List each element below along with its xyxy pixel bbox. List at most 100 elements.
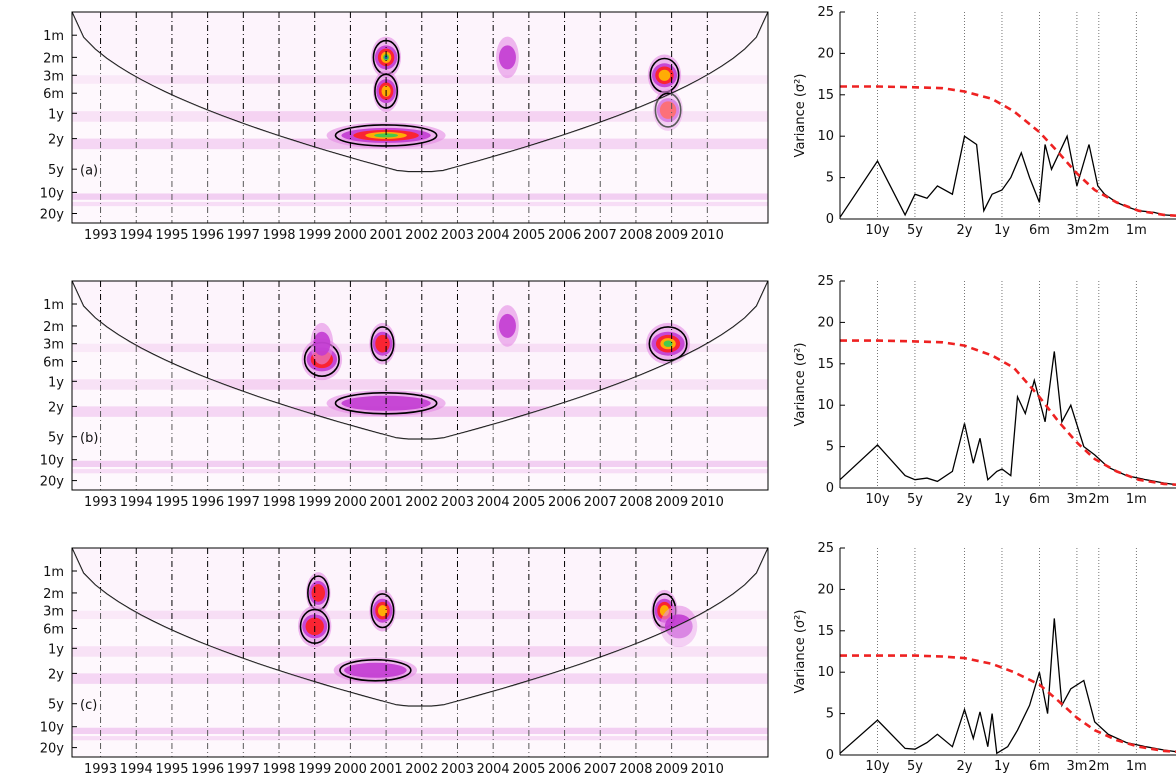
period-tick-label: 1m: [1126, 492, 1147, 507]
x-tick-label: 2007: [584, 762, 617, 773]
x-tick-label: 1993: [84, 762, 117, 773]
period-tick-label: 2m: [1088, 492, 1109, 507]
variance-tick-label: 10: [817, 398, 834, 413]
x-tick-label: 2009: [655, 762, 688, 773]
x-tick-label: 1995: [155, 495, 188, 510]
x-tick-label: 2010: [691, 495, 724, 510]
power-blob: [375, 334, 390, 353]
x-tick-label: 1993: [84, 495, 117, 510]
period-tick-label: 3m: [1066, 759, 1087, 773]
x-tick-label: 1996: [191, 228, 224, 243]
x-tick-label: 1994: [120, 495, 153, 510]
period-tick-label: 3m: [1066, 223, 1087, 238]
x-tick-label: 2006: [548, 762, 581, 773]
power-blob: [344, 662, 407, 678]
x-tick-label: 2005: [512, 762, 545, 773]
period-tick-label: 6m: [1029, 759, 1050, 773]
heat-frame: [71, 11, 769, 224]
x-tick-label: 2008: [619, 762, 652, 773]
x-tick-label: 2001: [370, 495, 403, 510]
heat-band: [72, 736, 768, 741]
power-blob: [311, 584, 326, 602]
significance-line: [840, 85, 1176, 217]
x-tick-label: 2008: [619, 228, 652, 243]
cone-of-influence: [72, 12, 768, 173]
x-tick-label: 2004: [477, 495, 510, 510]
x-tick-label: 1997: [227, 762, 260, 773]
heat-band: [72, 460, 768, 468]
wavelet-field: [72, 281, 768, 490]
x-tick-label: 2008: [619, 495, 652, 510]
wavelet-panel: 1m 2m 3m 6m 1y 2y 5y 10y 20y 1993 1994 1995 1996 1997…: [40, 11, 769, 243]
x-tick-label: 1997: [227, 228, 260, 243]
period-tick-label: 5y: [907, 223, 923, 238]
cone-hatch: [72, 548, 768, 757]
heat-band: [72, 201, 768, 207]
cone-hatch: [72, 281, 768, 490]
variance-tick-label: 20: [817, 315, 834, 330]
x-tick-label: 1999: [298, 495, 331, 510]
x-tick-label: 2003: [441, 762, 474, 773]
x-tick-label: 1996: [191, 495, 224, 510]
variance-tick-label: 25: [817, 5, 834, 20]
y-tick-label: 10y: [40, 186, 65, 201]
significance-contour: [654, 92, 682, 128]
x-tick-label: 2000: [334, 762, 367, 773]
x-tick-label: 2002: [405, 762, 438, 773]
period-tick-label: 10y: [865, 223, 890, 238]
cone-of-influence: [72, 548, 768, 707]
x-tick-label: 2010: [691, 228, 724, 243]
x-tick-label: 2004: [477, 762, 510, 773]
power-blob: [498, 45, 516, 70]
y-tick-label: 3m: [43, 605, 64, 620]
period-tick-label: 6m: [1029, 223, 1050, 238]
heat-frame: [71, 547, 769, 758]
x-tick-label: 2009: [655, 495, 688, 510]
period-tick-label: 10y: [865, 759, 890, 773]
global-spectrum-line: [839, 351, 1176, 486]
y-tick-label: 5y: [48, 431, 64, 446]
heat-band: [72, 469, 768, 474]
y-tick-label: 1y: [48, 375, 64, 390]
y-tick-label: 1y: [48, 107, 64, 122]
x-tick-label: 1995: [155, 228, 188, 243]
variance-tick-label: 20: [817, 582, 834, 597]
x-tick-label: 1994: [120, 228, 153, 243]
heat-band: [72, 343, 768, 353]
variance-tick-label: 25: [817, 541, 834, 556]
x-tick-label: 2002: [405, 228, 438, 243]
x-tick-label: 1999: [298, 228, 331, 243]
y-tick-label: 20y: [40, 208, 65, 223]
heat-band: [72, 379, 768, 390]
variance-panel: 10y 5y 2y 1y 6m 3m 2m 1m 0 5 10 15 20 25 Variance (σ²): [793, 5, 1176, 238]
variance-tick-label: 20: [817, 46, 834, 61]
power-blob: [498, 313, 516, 338]
x-tick-label: 1998: [262, 762, 295, 773]
heat-band: [72, 111, 768, 122]
y-tick-label: 10y: [40, 454, 65, 469]
wavelet-panel: 1m 2m 3m 6m 1y 2y 5y 10y 20y 1993 1994 1995 1996 1997…: [40, 280, 769, 510]
y-tick-label: 3m: [43, 338, 64, 353]
power-blob: [374, 133, 398, 138]
variance-axis-label: Variance (σ²): [793, 74, 808, 158]
significance-contour: [370, 326, 395, 362]
variance-panel: 10y 5y 2y 1y 6m 3m 2m 1m 0 5 10 15 20 25 Variance (σ²): [793, 541, 1176, 773]
y-tick-label: 10y: [40, 721, 65, 736]
x-tick-label: 2004: [477, 228, 510, 243]
variance-tick-label: 15: [817, 624, 834, 639]
heat-band: [72, 646, 768, 657]
panel-label: (b): [80, 431, 98, 446]
x-tick-label: 1994: [120, 762, 153, 773]
x-tick-label: 2009: [655, 228, 688, 243]
variance-tick-label: 5: [826, 707, 834, 722]
y-tick-label: 2m: [43, 587, 64, 602]
y-tick-label: 1m: [43, 29, 64, 44]
heat-band: [72, 727, 768, 735]
period-tick-label: 2y: [957, 759, 973, 773]
y-tick-label: 2m: [43, 51, 64, 66]
x-tick-label: 1998: [262, 495, 295, 510]
x-tick-label: 2010: [691, 762, 724, 773]
significance-contour: [648, 326, 688, 362]
x-tick-label: 2000: [334, 495, 367, 510]
